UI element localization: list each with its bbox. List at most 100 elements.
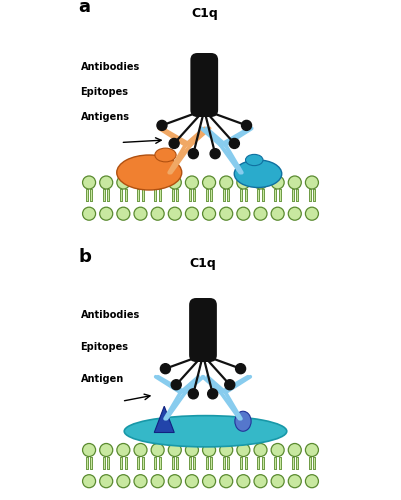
Circle shape <box>203 207 216 220</box>
Bar <box>223 456 225 469</box>
Circle shape <box>188 389 198 399</box>
Bar <box>206 456 208 469</box>
Text: Antibodies: Antibodies <box>81 310 140 320</box>
Bar <box>125 189 127 202</box>
Bar <box>279 456 281 469</box>
Bar <box>223 456 225 469</box>
Bar <box>245 189 247 202</box>
Circle shape <box>151 176 164 189</box>
Circle shape <box>254 444 267 456</box>
Bar <box>227 456 229 469</box>
Circle shape <box>203 176 216 189</box>
Bar <box>107 189 109 202</box>
Bar <box>176 456 178 469</box>
Bar <box>262 456 264 469</box>
Circle shape <box>151 207 164 220</box>
Bar <box>274 189 276 202</box>
Circle shape <box>100 444 113 456</box>
Bar <box>137 456 139 469</box>
Bar <box>125 189 127 202</box>
Circle shape <box>229 138 239 148</box>
Bar <box>206 456 208 469</box>
Bar <box>103 456 105 469</box>
Bar <box>279 456 281 469</box>
Bar <box>193 456 195 469</box>
Text: Antigen: Antigen <box>81 374 124 384</box>
Circle shape <box>117 444 130 456</box>
Circle shape <box>306 444 318 456</box>
Bar <box>176 456 178 469</box>
Circle shape <box>168 474 181 488</box>
Bar <box>296 456 298 469</box>
Circle shape <box>185 176 198 189</box>
Bar <box>90 456 92 469</box>
Bar <box>189 189 191 202</box>
Circle shape <box>288 444 301 456</box>
Bar <box>154 456 156 469</box>
Bar <box>159 456 161 469</box>
Bar <box>257 189 259 202</box>
Circle shape <box>83 207 95 220</box>
Bar <box>313 189 315 202</box>
Circle shape <box>236 364 245 374</box>
Bar <box>292 189 294 202</box>
Bar <box>227 189 229 202</box>
Circle shape <box>117 176 130 189</box>
Circle shape <box>271 207 284 220</box>
Bar <box>107 456 109 469</box>
Circle shape <box>168 444 181 456</box>
Bar <box>245 189 247 202</box>
Circle shape <box>306 176 318 189</box>
Circle shape <box>306 207 318 220</box>
Bar <box>154 189 156 202</box>
Polygon shape <box>154 406 174 432</box>
Circle shape <box>160 364 170 374</box>
Circle shape <box>203 444 216 456</box>
Bar <box>274 189 276 202</box>
Bar <box>120 456 122 469</box>
Circle shape <box>83 444 95 456</box>
Bar <box>292 456 294 469</box>
Circle shape <box>157 120 167 130</box>
Bar <box>172 189 174 202</box>
Bar <box>103 189 105 202</box>
Circle shape <box>203 474 216 488</box>
Circle shape <box>225 380 235 390</box>
Bar <box>103 456 105 469</box>
Bar <box>227 456 229 469</box>
Bar <box>257 189 259 202</box>
Bar <box>292 456 294 469</box>
Circle shape <box>254 207 267 220</box>
Bar <box>90 189 92 202</box>
Circle shape <box>210 148 220 158</box>
Text: C1q: C1q <box>190 258 217 270</box>
FancyBboxPatch shape <box>189 298 217 362</box>
Bar <box>206 189 208 202</box>
Text: Epitopes: Epitopes <box>81 87 128 97</box>
Bar <box>257 456 259 469</box>
Circle shape <box>134 444 147 456</box>
Text: a: a <box>78 0 90 16</box>
Bar <box>240 456 242 469</box>
Bar <box>210 456 212 469</box>
Circle shape <box>288 474 301 488</box>
Circle shape <box>151 444 164 456</box>
FancyBboxPatch shape <box>190 53 218 117</box>
Bar <box>240 456 242 469</box>
Bar <box>142 189 144 202</box>
Circle shape <box>117 474 130 488</box>
Bar <box>309 456 311 469</box>
Circle shape <box>271 176 284 189</box>
Ellipse shape <box>235 411 251 431</box>
Bar <box>137 456 139 469</box>
Bar <box>309 189 311 202</box>
Bar <box>279 189 281 202</box>
Circle shape <box>288 207 301 220</box>
Text: b: b <box>78 248 91 266</box>
Bar <box>193 189 195 202</box>
Bar <box>296 189 298 202</box>
Bar <box>137 189 139 202</box>
Circle shape <box>171 380 181 390</box>
Ellipse shape <box>124 416 287 447</box>
Bar <box>90 456 92 469</box>
